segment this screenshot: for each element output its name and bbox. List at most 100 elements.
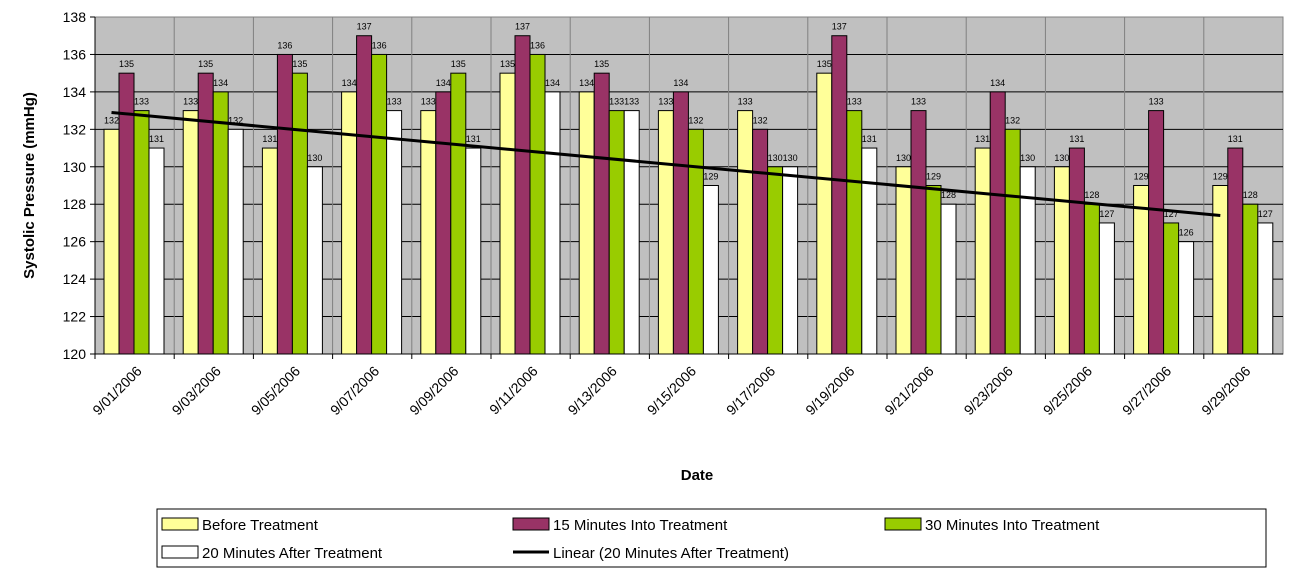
y-tick-label: 136 (63, 46, 87, 62)
data-label: 130 (1054, 153, 1069, 163)
x-tick-label: 9/19/2006 (802, 363, 858, 419)
bar-1-12 (974, 147, 991, 355)
y-tick-label: 126 (63, 234, 87, 250)
data-label: 131 (149, 134, 164, 144)
data-label: 133 (421, 97, 436, 107)
data-label: 132 (753, 115, 768, 125)
data-label: 135 (451, 59, 466, 69)
y-tick-label: 128 (63, 196, 87, 212)
bar-3-4 (371, 53, 388, 355)
bar-3-5 (450, 72, 467, 355)
data-label: 135 (119, 59, 134, 69)
x-tick-label: 9/11/2006 (486, 363, 541, 418)
bar-4-10 (861, 147, 878, 355)
bar-3-15 (1242, 203, 1259, 355)
y-tick-label: 130 (63, 159, 87, 175)
data-label: 133 (1149, 97, 1164, 107)
bar-4-12 (1019, 166, 1036, 355)
data-label: 130 (307, 153, 322, 163)
bar-2-5 (435, 91, 452, 355)
data-label: 131 (1228, 134, 1243, 144)
x-tick-label: 9/27/2006 (1119, 363, 1175, 419)
x-tick-label: 9/17/2006 (723, 363, 779, 419)
data-label: 135 (594, 59, 609, 69)
bar-1-6 (499, 72, 516, 355)
data-label: 136 (530, 40, 545, 50)
bar-1-4 (341, 91, 358, 355)
data-label: 137 (515, 22, 530, 32)
bar-1-11 (895, 166, 912, 355)
bar-1-8 (657, 110, 674, 355)
legend-swatch (884, 517, 922, 531)
x-tick-label: 9/23/2006 (961, 363, 1017, 419)
x-tick-label: 9/07/2006 (327, 363, 383, 419)
bar-2-4 (356, 35, 373, 355)
data-label: 133 (609, 97, 624, 107)
bar-4-2 (227, 128, 244, 355)
bar-2-8 (672, 91, 689, 355)
data-label: 127 (1258, 209, 1273, 219)
bar-3-2 (212, 91, 229, 355)
data-label: 132 (104, 115, 119, 125)
bar-3-14 (1163, 222, 1180, 355)
data-label: 131 (1069, 134, 1084, 144)
bars (103, 35, 1274, 355)
y-tick-label: 132 (63, 121, 87, 137)
data-label: 129 (703, 172, 718, 182)
legend-swatch (161, 517, 199, 531)
bar-3-7 (608, 110, 625, 355)
bar-2-12 (989, 91, 1006, 355)
bar-3-8 (687, 128, 704, 355)
bar-1-9 (737, 110, 754, 355)
data-label: 133 (624, 97, 639, 107)
bar-4-5 (465, 147, 482, 355)
y-axis-title: Systolic Pressure (mmHg) (21, 92, 38, 279)
x-tick-label: 9/09/2006 (406, 363, 462, 419)
data-label: 127 (1099, 209, 1114, 219)
legend-label: 30 Minutes Into Treatment (925, 517, 1100, 534)
x-tick-label: 9/13/2006 (565, 363, 621, 419)
bar-4-14 (1178, 241, 1195, 355)
data-label: 133 (911, 97, 926, 107)
y-tick-label: 122 (63, 309, 87, 325)
legend-label: 15 Minutes Into Treatment (553, 517, 728, 534)
data-label: 135 (292, 59, 307, 69)
data-label: 136 (277, 40, 292, 50)
data-label: 133 (847, 97, 862, 107)
y-tick-label: 138 (63, 9, 87, 25)
bar-4-4 (386, 110, 403, 355)
bar-3-9 (767, 166, 784, 355)
bar-1-7 (578, 91, 595, 355)
bar-4-1 (148, 147, 165, 355)
data-label: 128 (941, 190, 956, 200)
data-label: 131 (975, 134, 990, 144)
data-label: 129 (1134, 172, 1149, 182)
data-label: 131 (466, 134, 481, 144)
bar-1-3 (261, 147, 278, 355)
data-label: 133 (183, 97, 198, 107)
bar-1-10 (816, 72, 833, 355)
data-label: 128 (1084, 190, 1099, 200)
bar-3-11 (925, 185, 942, 355)
data-label: 136 (372, 40, 387, 50)
x-tick-label: 9/15/2006 (644, 363, 700, 419)
data-label: 130 (896, 153, 911, 163)
x-tick-label: 9/03/2006 (169, 363, 225, 419)
bar-1-2 (182, 110, 199, 355)
data-label: 133 (738, 97, 753, 107)
bar-4-7 (623, 110, 640, 355)
bar-4-13 (1098, 222, 1115, 355)
bar-3-3 (291, 72, 308, 355)
x-tick-label: 9/25/2006 (1040, 363, 1096, 419)
bar-1-5 (420, 110, 437, 355)
bar-1-15 (1212, 185, 1229, 355)
data-label: 131 (862, 134, 877, 144)
y-tick-label: 120 (63, 346, 87, 362)
trendline (111, 110, 1221, 217)
data-label: 130 (783, 153, 798, 163)
y-tick-labels: 120 122 124 126 128 130 132 134 136 138 (63, 9, 95, 362)
data-label: 130 (768, 153, 783, 163)
data-label: 126 (1179, 228, 1194, 238)
x-tick-label: 9/05/2006 (248, 363, 304, 419)
